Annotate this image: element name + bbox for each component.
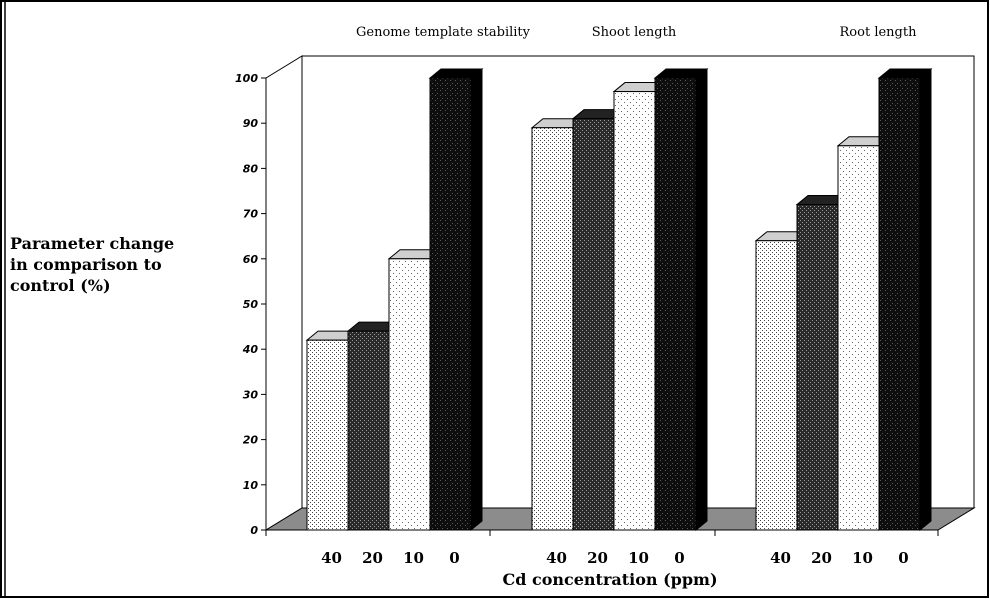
group-title: Genome template stability [356,25,531,40]
y-tick-label: 50 [243,298,259,311]
bar-front [306,339,349,531]
x-tick-label: 0 [449,549,459,567]
x-tick-label: 10 [628,549,649,567]
bar-front [878,77,921,531]
bar-front [654,77,697,531]
y-tick-label: 20 [243,434,259,447]
x-tick-label: 0 [674,549,684,567]
y-tick-label: 40 [242,343,259,356]
bar-side [470,67,483,532]
y-tick-label: 60 [243,253,259,266]
y-tick-label: 90 [243,117,259,130]
x-tick-label: 20 [811,549,832,567]
bar-front [796,204,839,531]
bar-front [429,77,472,531]
x-tick-label: 40 [770,549,791,567]
x-tick-label: 40 [321,549,342,567]
y-tick-label: 80 [243,162,259,175]
bar-front [388,258,431,531]
bar-front [572,118,615,531]
x-tick-label: 20 [587,549,608,567]
bar-side [919,67,932,532]
y-tick-label: 70 [243,208,259,221]
left-wall [265,55,303,531]
bar-front [755,240,798,531]
bar-1-3 [653,67,709,532]
x-tick-labels: 40 20 10 0 40 20 10 0 40 20 10 0 [321,549,909,567]
y-axis-label-line-3: control (%) [10,276,111,295]
y-axis-label-line-2: in comparison to [10,255,162,274]
x-tick-label: 10 [852,549,873,567]
bar-front [613,91,656,531]
y-tick-label: 100 [235,72,258,85]
group-titles: Genome template stability Shoot length Roo… [356,25,917,40]
bars-layer [305,67,933,532]
x-tick-label: 0 [898,549,908,567]
bar-front [347,330,390,531]
y-tick-label: 30 [243,388,259,401]
bar-front [837,145,880,531]
y-axis-label: Parameter change in comparison to contro… [10,233,210,296]
y-tick-label: 10 [243,479,259,492]
bar-front [531,127,574,531]
x-tick-label: 20 [362,549,383,567]
group-title: Shoot length [592,25,677,40]
x-tick-label: 10 [403,549,424,567]
bar-2-3 [877,67,933,532]
bar-side [695,67,708,532]
group-title: Root length [840,25,918,40]
bar-0-3 [428,67,484,532]
y-axis-label-line-1: Parameter change [10,234,175,253]
x-tick-label: 40 [546,549,567,567]
x-axis-label: Cd concentration (ppm) [502,570,717,589]
y-tick-label: 0 [250,524,258,537]
